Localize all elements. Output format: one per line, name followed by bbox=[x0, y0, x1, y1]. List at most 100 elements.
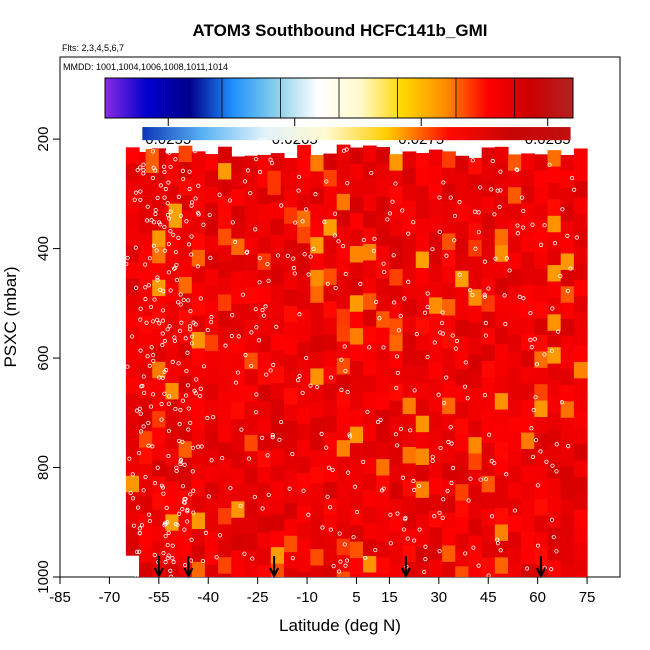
sample-point bbox=[211, 414, 216, 420]
y-axis: 200 400 600 800 1000 bbox=[35, 127, 60, 594]
field-cell bbox=[231, 452, 246, 470]
field-cell bbox=[402, 184, 417, 202]
field-cell bbox=[402, 430, 417, 448]
field-cell bbox=[547, 462, 562, 480]
sample-point bbox=[538, 242, 544, 247]
field-cell bbox=[481, 295, 496, 313]
field-cell bbox=[204, 154, 219, 172]
sample-point bbox=[440, 310, 445, 315]
field-cell bbox=[560, 204, 575, 222]
sample-point bbox=[138, 165, 143, 170]
field-cell bbox=[310, 171, 325, 189]
field-cell bbox=[547, 560, 562, 577]
field-cell bbox=[455, 352, 470, 370]
field-cell bbox=[363, 276, 377, 294]
field-cell bbox=[363, 326, 377, 344]
sample-point bbox=[139, 523, 145, 528]
sample-point bbox=[196, 212, 201, 217]
field-cell bbox=[231, 205, 246, 223]
field-cell bbox=[508, 187, 522, 205]
field-cell bbox=[534, 187, 549, 205]
sample-point bbox=[138, 317, 143, 322]
profile-arrows bbox=[153, 556, 546, 579]
field-cell bbox=[231, 255, 246, 273]
field-cell bbox=[547, 511, 562, 529]
field-cell bbox=[310, 401, 325, 419]
field-cell bbox=[521, 383, 535, 401]
field-cell bbox=[376, 147, 391, 165]
sample-point bbox=[187, 169, 192, 174]
field-cell bbox=[270, 202, 285, 220]
field-cell bbox=[323, 252, 338, 270]
field-cell bbox=[297, 210, 311, 228]
sample-point bbox=[180, 507, 185, 512]
field-cell bbox=[178, 391, 193, 410]
field-cell bbox=[349, 361, 364, 379]
field-cell bbox=[204, 416, 219, 434]
sample-point bbox=[161, 551, 166, 556]
sample-point bbox=[535, 543, 541, 548]
sample-point bbox=[538, 449, 543, 454]
sample-point bbox=[498, 188, 503, 193]
x-tick-label: 75 bbox=[579, 589, 596, 606]
sample-point bbox=[198, 296, 203, 301]
sample-point bbox=[159, 483, 165, 488]
field-cell bbox=[218, 524, 232, 542]
sample-point bbox=[296, 188, 301, 193]
field-cell bbox=[191, 200, 206, 218]
sample-point bbox=[385, 217, 390, 222]
sample-point bbox=[336, 239, 341, 244]
sample-point bbox=[336, 569, 342, 574]
field-cell bbox=[244, 237, 259, 255]
sample-point bbox=[304, 355, 309, 361]
sample-point bbox=[534, 438, 539, 443]
field-cell bbox=[547, 544, 562, 562]
sample-point bbox=[257, 256, 262, 261]
field-cell bbox=[152, 394, 167, 412]
field-cell bbox=[481, 393, 496, 411]
field-cell bbox=[270, 448, 285, 466]
dates-subtitle: MMDD: 1001,1004,1006,1008,1011,1014 bbox=[63, 62, 228, 72]
sample-point bbox=[552, 241, 558, 246]
sample-point bbox=[185, 519, 190, 524]
field-cell bbox=[257, 401, 272, 419]
sample-point bbox=[149, 345, 154, 350]
sample-point bbox=[470, 158, 475, 163]
field-cell bbox=[257, 253, 272, 271]
field-cell bbox=[521, 432, 535, 450]
field-cell bbox=[376, 508, 391, 526]
field-cell bbox=[442, 299, 456, 317]
sample-point bbox=[173, 522, 178, 527]
field-cell bbox=[442, 282, 456, 300]
field-cell bbox=[218, 507, 232, 525]
sample-point bbox=[375, 419, 381, 425]
sample-point bbox=[155, 195, 160, 200]
sample-point bbox=[242, 551, 247, 556]
sample-point bbox=[493, 256, 498, 261]
sample-point bbox=[292, 271, 297, 276]
field-cell bbox=[494, 491, 509, 509]
sample-point bbox=[550, 306, 555, 311]
field-cell bbox=[244, 287, 259, 305]
field-cell bbox=[534, 466, 549, 484]
sample-point bbox=[430, 247, 435, 252]
field-cell bbox=[191, 397, 206, 415]
field-cell bbox=[534, 515, 549, 533]
sample-point bbox=[468, 476, 473, 481]
field-cell bbox=[415, 547, 430, 565]
field-cell bbox=[165, 284, 180, 302]
field-cell bbox=[218, 310, 232, 328]
field-cell bbox=[389, 154, 404, 172]
field-cell bbox=[560, 434, 575, 452]
field-cell bbox=[191, 233, 206, 251]
field-cell bbox=[323, 547, 338, 565]
field-cell bbox=[178, 277, 193, 295]
field-cell bbox=[310, 384, 325, 402]
sample-point bbox=[347, 432, 352, 437]
sample-point bbox=[412, 388, 417, 393]
field-cell bbox=[494, 179, 509, 197]
field-cell bbox=[547, 297, 562, 315]
field-cell bbox=[428, 313, 443, 331]
sample-point bbox=[166, 553, 171, 558]
sample-point bbox=[143, 297, 148, 302]
